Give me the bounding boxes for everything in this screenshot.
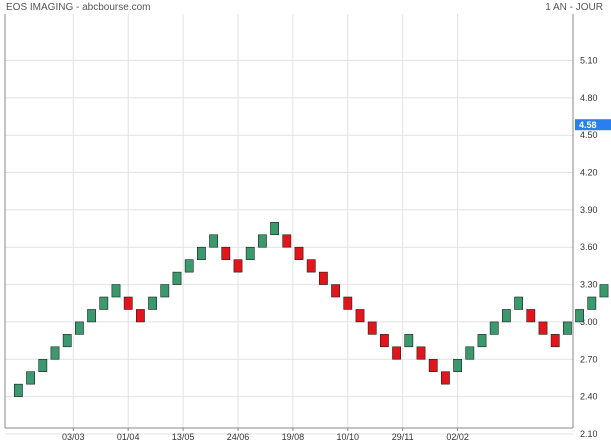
y-tick-label: 3.00: [580, 317, 598, 327]
x-tick-label: 01/04: [117, 432, 140, 442]
y-tick-label: 3.90: [580, 205, 598, 215]
renko-brick-up: [489, 321, 499, 335]
y-tick-label: 2.10: [580, 429, 598, 439]
renko-brick-down: [318, 271, 328, 285]
renko-brick-down: [294, 246, 304, 260]
chart-title: EOS IMAGING - abcbourse.com: [6, 2, 151, 13]
y-tick-label: 5.10: [580, 56, 598, 66]
renko-brick-up: [575, 309, 584, 323]
x-tick-label: 02/02: [446, 432, 469, 442]
renko-brick-up: [501, 309, 511, 323]
y-tick-label: 3.30: [580, 280, 598, 290]
renko-brick-up: [477, 334, 487, 348]
y-tick-label: 4.50: [580, 130, 598, 140]
renko-brick-up: [453, 358, 462, 373]
renko-brick-up: [26, 371, 35, 385]
renko-brick-down: [331, 284, 340, 298]
x-tick-label: 29/11: [392, 432, 414, 442]
renko-brick-up: [172, 271, 182, 285]
renko-brick-down: [306, 259, 316, 273]
renko-brick-down: [550, 334, 560, 348]
renko-brick-up: [587, 296, 597, 310]
renko-brick-up: [111, 284, 121, 298]
x-tick-label: 03/03: [62, 432, 85, 442]
renko-brick-down: [428, 358, 438, 373]
renko-brick-up: [562, 321, 572, 335]
y-tick-label: 4.20: [580, 168, 598, 178]
renko-brick-down: [440, 371, 450, 385]
renko-brick-up: [270, 222, 279, 236]
renko-brick-down: [282, 234, 292, 248]
x-tick-label: 24/06: [227, 432, 250, 442]
renko-brick-up: [184, 259, 194, 273]
renko-brick-down: [526, 309, 536, 323]
renko-brick-down: [416, 346, 426, 360]
y-tick-label: 4.80: [580, 93, 598, 103]
renko-brick-down: [538, 321, 548, 335]
renko-brick-down: [392, 346, 401, 360]
y-tick-label: 3.60: [580, 242, 598, 252]
last-price-badge: [575, 119, 611, 131]
renko-brick-down: [221, 246, 231, 260]
renko-brick-up: [245, 246, 255, 260]
renko-brick-down: [233, 259, 243, 273]
x-tick-label: 10/10: [337, 432, 360, 442]
period-label: 1 AN - JOUR: [545, 2, 603, 13]
renko-brick-up: [465, 346, 475, 360]
renko-brick-up: [50, 346, 60, 360]
renko-brick-up: [197, 246, 206, 260]
renko-brick-up: [38, 358, 48, 373]
renko-brick-down: [379, 334, 389, 348]
renko-brick-up: [599, 284, 609, 298]
renko-brick-down: [123, 296, 133, 310]
renko-brick-down: [343, 296, 353, 310]
renko-brick-up: [75, 321, 84, 335]
renko-brick-down: [355, 309, 365, 323]
last-price-label: 4.58: [579, 120, 597, 130]
renko-brick-up: [209, 234, 218, 248]
renko-brick-up: [148, 296, 157, 310]
renko-brick-up: [99, 296, 109, 310]
renko-brick-up: [257, 234, 267, 248]
renko-brick-up: [87, 309, 96, 323]
renko-brick-up: [404, 334, 414, 348]
x-tick-label: 13/05: [172, 432, 195, 442]
renko-brick-up: [514, 296, 523, 310]
y-tick-label: 2.70: [580, 354, 598, 364]
renko-brick-up: [160, 284, 170, 298]
renko-brick-down: [367, 321, 377, 335]
x-tick-label: 19/08: [282, 432, 305, 442]
renko-brick-down: [136, 309, 145, 323]
renko-brick-up: [62, 334, 72, 348]
renko-brick-up: [14, 383, 23, 397]
y-tick-label: 2.40: [580, 392, 598, 402]
